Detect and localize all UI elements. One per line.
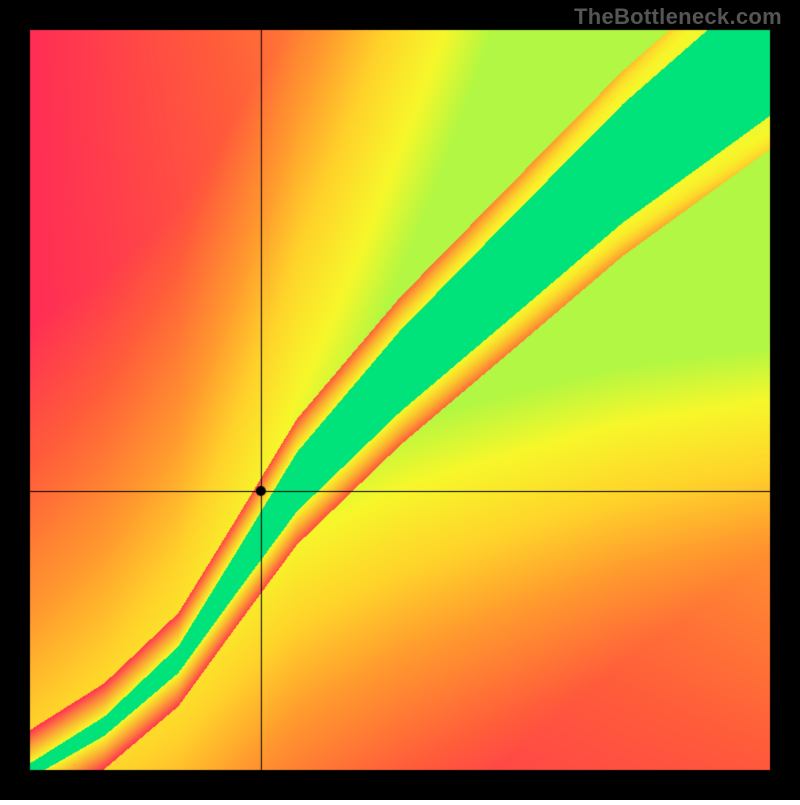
heatmap-canvas bbox=[0, 0, 800, 800]
heatmap-chart bbox=[0, 0, 800, 800]
watermark-text: TheBottleneck.com bbox=[574, 4, 782, 30]
